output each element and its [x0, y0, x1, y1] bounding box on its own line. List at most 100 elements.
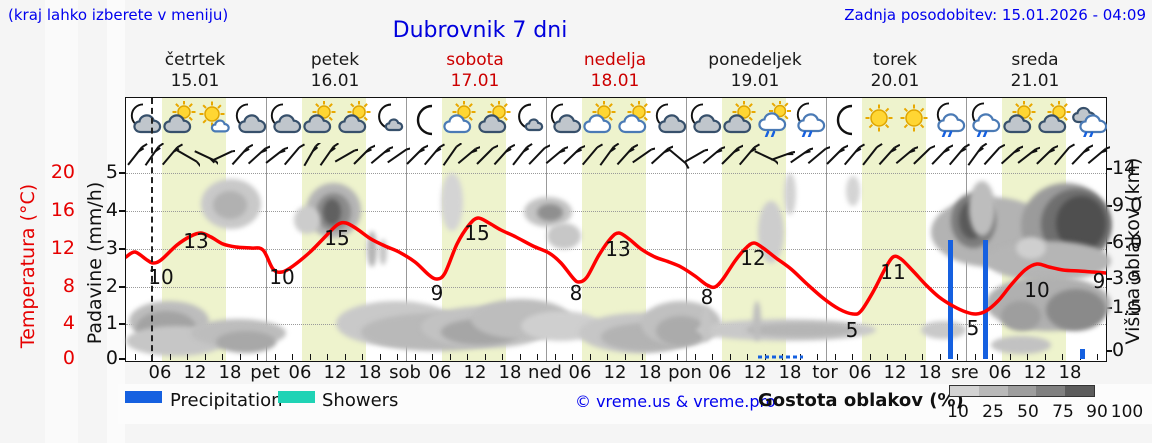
day-date: 16.01	[310, 71, 360, 91]
x-axis-label-18: 18	[778, 362, 802, 383]
x-axis-label-12: 12	[323, 362, 347, 383]
x-minor-tick	[239, 354, 241, 360]
cloud-density-segment	[978, 386, 1008, 396]
weather-icon-moon-cloud	[686, 101, 722, 137]
day-separator-line	[686, 98, 687, 361]
x-axis-label-06: 06	[288, 362, 312, 383]
x-axis-label-18: 18	[218, 362, 242, 383]
day-name: petek	[310, 50, 360, 70]
cloud-area	[784, 173, 796, 215]
weather-icon-moon	[826, 101, 862, 137]
wind-barb	[664, 143, 690, 169]
daylight-band	[862, 98, 926, 361]
x-minor-tick	[852, 354, 854, 360]
cloud-area	[547, 223, 581, 249]
wind-barb	[647, 143, 673, 169]
x-minor-tick	[292, 354, 294, 360]
weather-icon-moon-cloud-rain	[791, 101, 827, 137]
cloud-density-scale-value: 50	[1017, 402, 1039, 422]
x-minor-tick	[659, 354, 661, 360]
gridline	[126, 287, 1106, 288]
x-minor-tick	[1009, 354, 1011, 360]
bg-strip	[107, 0, 125, 443]
axis-tick-label: 0	[1112, 339, 1125, 361]
x-minor-tick	[904, 354, 906, 360]
cloud-density-scale-value: 10	[947, 402, 969, 422]
wind-barb	[839, 143, 866, 169]
temp-label-13: 13	[605, 237, 631, 261]
wind-barb	[769, 143, 796, 169]
x-minor-tick	[134, 354, 136, 360]
wind-barb	[262, 143, 288, 169]
temp-label-15: 15	[324, 226, 350, 250]
wind-barb	[384, 143, 411, 169]
temp-label-8: 8	[569, 281, 583, 305]
axis-tick-label: 9.0	[1112, 194, 1143, 216]
day-date: 15.01	[170, 71, 220, 91]
cloud-area	[441, 173, 463, 231]
x-axis-label-06: 06	[988, 362, 1012, 383]
x-minor-tick	[589, 354, 591, 360]
gridline	[126, 173, 1106, 174]
wind-barb	[332, 143, 358, 169]
day-date: 18.01	[590, 71, 640, 91]
day-name: sobota	[446, 50, 504, 70]
x-axis-label-06: 06	[148, 362, 172, 383]
bg-strip	[45, 0, 78, 443]
x-minor-tick	[624, 354, 626, 360]
x-minor-tick	[939, 354, 941, 360]
weather-icon-moon-cloud	[546, 101, 582, 137]
x-minor-tick	[257, 354, 259, 360]
temp-label-9: 9	[1092, 269, 1106, 293]
wind-barb	[227, 143, 253, 169]
x-minor-tick	[169, 354, 171, 360]
x-minor-tick	[397, 354, 399, 360]
current-time-line	[151, 98, 153, 361]
wind-barb	[209, 143, 236, 169]
wind-barb	[787, 143, 813, 169]
axis-tick-label: 0	[105, 347, 118, 369]
x-axis-label-sob: sob	[389, 362, 421, 383]
cloud-area	[969, 181, 995, 236]
x-axis-label-12: 12	[183, 362, 207, 383]
weather-icon-sun-cloud	[581, 101, 617, 137]
cloud-area	[379, 239, 387, 265]
cloud-density-segment	[1036, 386, 1066, 396]
wind-barb	[612, 143, 638, 169]
x-axis-label-12: 12	[603, 362, 627, 383]
cloud-area	[701, 307, 711, 341]
axis-tick-label: 2	[105, 275, 118, 297]
copyright-link[interactable]: © vreme.us & vreme.pro	[575, 392, 776, 411]
x-minor-tick	[274, 354, 276, 360]
x-minor-tick	[887, 354, 889, 360]
temperature-axis-title: Temperatura (°C)	[17, 183, 39, 349]
wind-barb	[699, 143, 726, 169]
x-minor-tick	[642, 354, 644, 360]
left-tick-mark	[119, 210, 125, 212]
x-axis-label-18: 18	[358, 362, 382, 383]
x-minor-tick	[414, 354, 416, 360]
axis-tick-label: 1.5	[1112, 296, 1143, 318]
wind-barb	[962, 143, 988, 169]
axis-tick-label: 16	[50, 199, 75, 221]
axis-tick-label: 8	[62, 275, 75, 297]
axis-tick-label: 14	[1112, 157, 1137, 179]
cloud-area	[367, 231, 377, 267]
day-name: nedelja	[583, 50, 647, 70]
wind-barb	[314, 143, 340, 169]
wind-barb	[524, 143, 551, 169]
axis-tick-label: 0	[62, 347, 75, 369]
cloud-area	[294, 206, 320, 234]
x-axis-label-12: 12	[743, 362, 767, 383]
x-minor-tick	[607, 354, 609, 360]
day-header-20.01: torek 20.01	[825, 50, 965, 92]
day-date: 19.01	[730, 71, 780, 91]
x-minor-tick	[222, 354, 224, 360]
wind-barb	[437, 143, 463, 169]
weather-icon-moon-cloud	[651, 101, 687, 137]
cloud-density-segment	[1065, 386, 1094, 396]
day-separator-line	[406, 98, 407, 361]
cloud-area	[1046, 289, 1106, 331]
x-minor-tick	[869, 354, 871, 360]
